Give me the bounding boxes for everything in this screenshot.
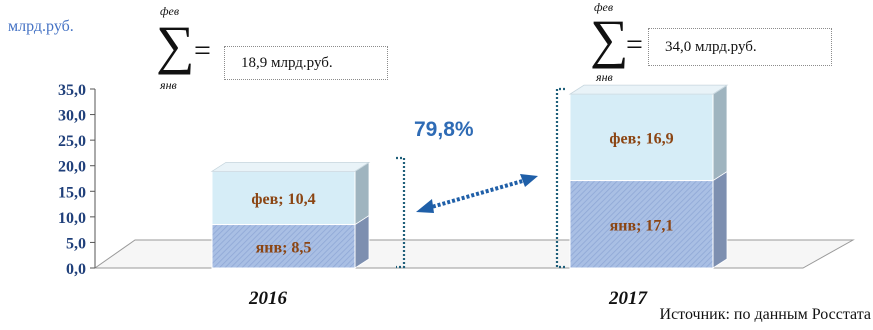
arrow-shaft <box>427 178 527 210</box>
data-label: янв; 8,5 <box>256 239 312 256</box>
y-tick-label: 5,0 <box>66 235 86 252</box>
sum-sign: ∑ <box>156 15 195 75</box>
y-tick-label: 20,0 <box>58 159 86 176</box>
x-tick-label: 2017 <box>608 288 649 309</box>
sum-sign: ∑ <box>590 9 629 69</box>
sum-upper-limit: фев <box>160 4 180 18</box>
sum-lower-limit: янв <box>596 70 613 84</box>
growth-percent: 79,8% <box>414 118 474 141</box>
bar-side <box>712 170 728 269</box>
bracket-2016 <box>396 156 406 269</box>
bar-side <box>354 161 370 226</box>
growth-arrow <box>416 174 538 213</box>
x-tick-label: 2016 <box>248 288 288 309</box>
floor-plane <box>93 239 855 269</box>
y-tick-label: 10,0 <box>58 210 86 227</box>
sum-equals: = <box>626 28 643 61</box>
y-axis: 0,0 5,0 10,0 15,0 20,0 25,0 30,0 35,0 <box>58 82 96 278</box>
source-note: Источник: по данным Росстата <box>659 306 871 323</box>
arrow-head-left <box>416 199 434 213</box>
bar-segment <box>569 93 714 182</box>
sum-lower-limit: янв <box>160 78 177 92</box>
bar-segment <box>569 180 714 269</box>
data-label: фев; 16,9 <box>609 130 673 147</box>
unit-label: млрд.руб. <box>8 18 74 35</box>
x-axis-labels: 2016 2017 <box>248 288 649 309</box>
data-label: янв; 17,1 <box>610 217 674 234</box>
y-tick-label: 0,0 <box>66 261 86 278</box>
bar-segment <box>211 224 356 269</box>
y-tick-label: 25,0 <box>58 133 86 150</box>
arrow-head-right <box>520 174 538 187</box>
bar-side <box>712 84 728 182</box>
y-tick-label: 30,0 <box>58 108 86 125</box>
y-tick-label: 35,0 <box>58 82 86 99</box>
bar-segment <box>211 170 356 226</box>
sum-value-2016: 18,9 млрд.руб. <box>224 46 388 80</box>
data-label: фев; 10,4 <box>251 191 315 208</box>
y-tick-label: 15,0 <box>58 184 86 201</box>
bars: янв; 8,5 фев; 10,4 янв; 17,1 фев; 16,9 <box>210 84 729 269</box>
sum-equals: = <box>194 34 211 67</box>
bracket-2017 <box>555 87 565 269</box>
chart-floor <box>93 239 855 269</box>
bar-top <box>210 161 371 172</box>
bar-top <box>568 84 729 95</box>
sum-upper-limit: фев <box>594 0 614 14</box>
brackets <box>396 87 565 269</box>
sum-value-2017: 34,0 млрд.руб. <box>648 28 832 66</box>
